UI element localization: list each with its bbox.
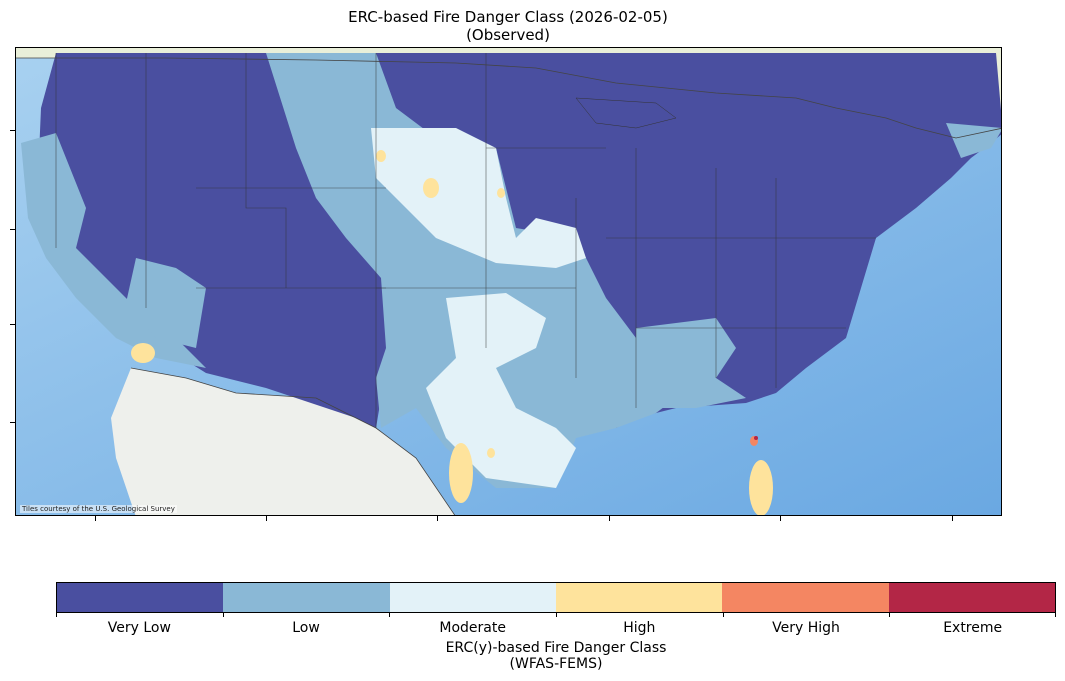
fire-danger-map[interactable]: [16, 48, 1002, 516]
colorbar-label: Low: [292, 620, 320, 636]
mexico-land: [111, 368, 455, 515]
x-tick: [780, 516, 781, 521]
colorbar-segment-high: [555, 583, 723, 612]
state-borders: [55, 53, 876, 428]
colorbar-label: Extreme: [943, 620, 1003, 636]
x-tick: [437, 516, 438, 521]
colorbar-tick: [556, 613, 557, 617]
y-tick: [10, 229, 15, 230]
region-high-dakota: [376, 150, 386, 162]
colorbar-title: ERC(y)-based Fire Danger Class (WFAS-FEM…: [56, 640, 1056, 672]
map-attribution: Tiles courtesy of the U.S. Geological Su…: [20, 505, 177, 513]
colorbar-tick: [56, 613, 57, 617]
us-canada-border: [16, 57, 1001, 139]
x-tick: [952, 516, 953, 521]
region-low-central: [266, 53, 676, 488]
map-panel[interactable]: Tiles courtesy of the U.S. Geological Su…: [15, 47, 1002, 516]
colorbar-label: High: [623, 620, 656, 636]
region-high-nebraska: [423, 178, 439, 198]
region-moderate-texas: [426, 293, 576, 488]
great-lakes: [575, 97, 677, 129]
x-tick: [609, 516, 610, 521]
x-tick: [266, 516, 267, 521]
region-high-florida: [749, 460, 773, 515]
colorbar-label: Very Low: [107, 620, 171, 636]
region-moderate-plains: [371, 128, 586, 268]
y-tick: [10, 130, 15, 131]
colorbar: [56, 582, 1056, 613]
colorbar-segment-moderate: [389, 583, 556, 612]
us-mexico-border: [130, 367, 456, 515]
x-tick: [95, 516, 96, 521]
colorbar-tick: [389, 613, 391, 617]
colorbar-label: Very High: [772, 620, 840, 636]
colorbar-title-line2: (WFAS-FEMS): [509, 656, 603, 672]
y-tick: [10, 422, 15, 423]
region-high-houston: [487, 448, 495, 458]
y-tick: [10, 324, 15, 325]
colorbar-segment-very-high: [722, 583, 889, 612]
colorbar-tick: [889, 613, 891, 617]
colorbar-tick: [222, 613, 224, 617]
colorbar-segment-very-low: [57, 583, 224, 612]
colorbar-segment-extreme: [888, 583, 1055, 612]
map-title: ERC-based Fire Danger Class (2026-02-05): [348, 8, 668, 26]
region-high-south-texas: [449, 443, 473, 503]
map-subtitle: (Observed): [466, 26, 550, 44]
region-extreme-florida: [754, 436, 758, 440]
colorbar-title-line1: ERC(y)-based Fire Danger Class: [445, 640, 667, 656]
region-low-southeast: [636, 318, 746, 408]
colorbar-tick: [722, 613, 724, 617]
colorbar-segment-low: [223, 583, 390, 612]
region-high-socal: [131, 343, 155, 363]
region-high-iowa: [497, 188, 505, 198]
colorbar-label: Moderate: [439, 620, 506, 636]
region-low-west-coast: [21, 133, 206, 368]
colorbar-tick: [1055, 613, 1056, 617]
